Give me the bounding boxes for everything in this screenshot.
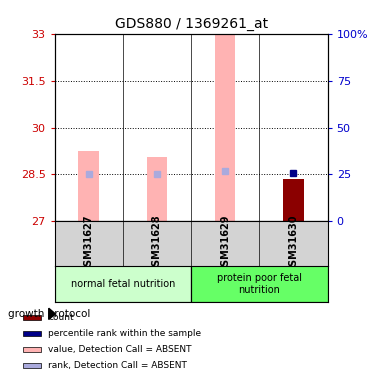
Text: GSM31630: GSM31630 (289, 214, 298, 273)
Bar (23, 347, 41, 352)
Text: GSM31627: GSM31627 (84, 214, 94, 273)
Text: GSM31629: GSM31629 (220, 214, 230, 273)
Bar (55, 266, 191, 302)
Bar (23, 363, 41, 368)
Text: percentile rank within the sample: percentile rank within the sample (48, 329, 201, 338)
Bar (215, 34, 236, 221)
Bar (78, 151, 99, 221)
Bar (283, 179, 304, 221)
Text: protein poor fetal
nutrition: protein poor fetal nutrition (217, 273, 302, 295)
Text: count: count (48, 313, 74, 322)
Text: growth protocol: growth protocol (8, 309, 90, 319)
Bar (23, 315, 41, 320)
Text: value, Detection Call = ABSENT: value, Detection Call = ABSENT (48, 345, 192, 354)
Bar (147, 157, 167, 221)
Title: GDS880 / 1369261_at: GDS880 / 1369261_at (115, 17, 268, 32)
Bar (191, 266, 328, 302)
Bar (23, 331, 41, 336)
Text: GSM31628: GSM31628 (152, 214, 162, 273)
Text: normal fetal nutrition: normal fetal nutrition (71, 279, 175, 289)
Polygon shape (49, 308, 55, 320)
Text: rank, Detection Call = ABSENT: rank, Detection Call = ABSENT (48, 361, 187, 370)
